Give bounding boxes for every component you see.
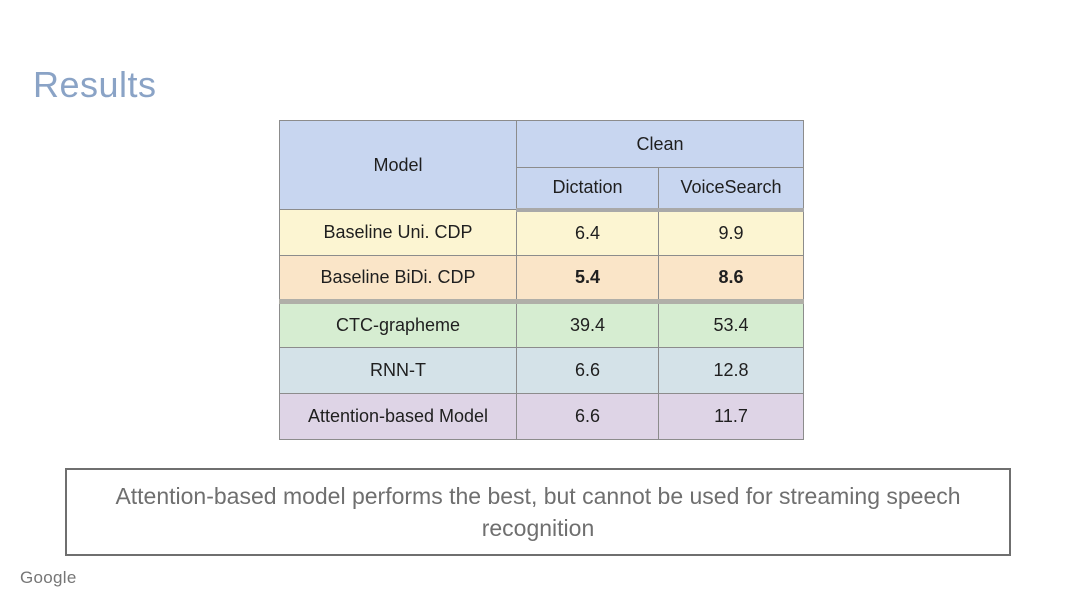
voicesearch-value-cell: 12.8 xyxy=(658,347,804,394)
model-cell: Attention-based Model xyxy=(279,393,517,440)
slide-title: Results xyxy=(33,64,157,105)
voicesearch-column-header: VoiceSearch xyxy=(658,167,804,212)
header-row-clean: Model Clean xyxy=(279,120,804,210)
table-row: RNN-T 6.6 12.8 xyxy=(279,347,804,394)
dictation-column-header: Dictation xyxy=(516,167,659,212)
callout-box: Attention-based model performs the best,… xyxy=(65,468,1011,556)
voicesearch-value-cell: 8.6 xyxy=(658,255,804,304)
model-cell: Baseline BiDi. CDP xyxy=(279,255,517,304)
results-table: Model Clean Dictation VoiceSearch Baseli… xyxy=(279,120,804,440)
dictation-value-cell: 6.4 xyxy=(516,209,659,256)
voicesearch-value-cell: 53.4 xyxy=(658,301,804,348)
results-table-header: Model Clean Dictation VoiceSearch xyxy=(279,120,804,212)
dictation-value-cell: 6.6 xyxy=(516,393,659,440)
table-row: Baseline BiDi. CDP 5.4 8.6 xyxy=(279,255,804,304)
model-cell: Baseline Uni. CDP xyxy=(279,209,517,256)
model-cell: CTC-grapheme xyxy=(279,301,517,348)
table-row: Attention-based Model 6.6 11.7 xyxy=(279,393,804,440)
table-row: CTC-grapheme 39.4 53.4 xyxy=(279,301,804,348)
table-row: Baseline Uni. CDP 6.4 9.9 xyxy=(279,209,804,256)
google-logo: Google xyxy=(20,568,77,587)
callout-text: Attention-based model performs the best,… xyxy=(115,483,961,541)
dictation-value-cell: 39.4 xyxy=(516,301,659,348)
dictation-value-cell: 5.4 xyxy=(516,255,659,304)
model-cell: RNN-T xyxy=(279,347,517,394)
model-column-header: Model xyxy=(279,120,517,210)
dictation-value-cell: 6.6 xyxy=(516,347,659,394)
header-row-subcolumns: Dictation VoiceSearch xyxy=(280,167,804,212)
voicesearch-value-cell: 11.7 xyxy=(658,393,804,440)
clean-column-header: Clean xyxy=(516,120,804,168)
voicesearch-value-cell: 9.9 xyxy=(658,209,804,256)
results-table-body: Baseline Uni. CDP 6.4 9.9 Baseline BiDi.… xyxy=(279,209,804,440)
